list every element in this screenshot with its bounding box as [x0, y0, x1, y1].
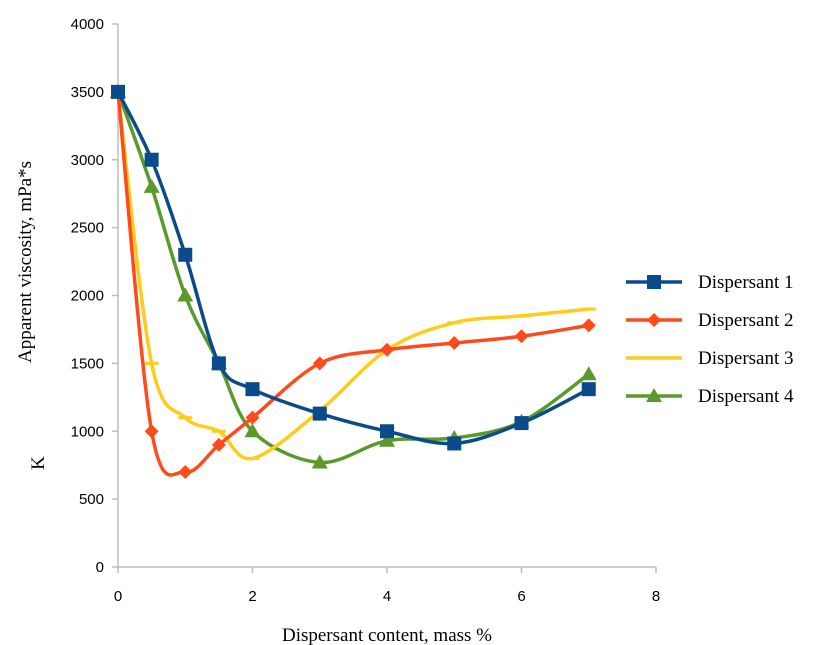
legend-marker [647, 313, 661, 327]
data-point-series-2 [144, 424, 159, 439]
data-point-series-4 [379, 432, 395, 447]
x-tick-label: 0 [114, 588, 122, 605]
y-tick-label: 500 [79, 491, 104, 508]
data-point-series-2 [514, 329, 529, 344]
x-axis-ticks: 0 2 4 6 8 [114, 567, 660, 605]
x-tick-label: 2 [248, 588, 256, 605]
data-point-series-1 [111, 84, 125, 99]
series-1 [111, 84, 596, 451]
legend-label: Dispersant 1 [698, 272, 794, 293]
y-axis-title-extra: K [28, 456, 49, 470]
data-point-series-2 [447, 336, 462, 351]
y-tick-label: 4000 [71, 16, 104, 33]
data-point-series-1 [178, 247, 193, 262]
data-point-series-2 [211, 437, 226, 452]
data-point-series-2 [380, 342, 394, 357]
data-point-series-4 [311, 454, 328, 469]
x-tick-label: 6 [517, 588, 525, 605]
y-tick-label: 1500 [71, 355, 104, 372]
series-line-4 [116, 90, 591, 465]
data-point-series-2 [245, 410, 260, 425]
legend-item-1: Dispersant 1 [626, 272, 794, 293]
series-4 [110, 83, 597, 469]
y-axis-ticks: 0 500 1000 1500 2000 2500 3000 3500 4000 [71, 16, 118, 576]
series-line-1 [116, 90, 591, 446]
x-tick-label: 4 [383, 588, 391, 605]
y-tick-label: 1000 [71, 423, 104, 440]
data-point-series-4 [177, 287, 194, 302]
series-line-3 [116, 90, 591, 461]
data-point-series-4 [580, 366, 597, 381]
data-point-series-1 [581, 382, 596, 397]
data-point-series-2 [312, 356, 327, 371]
data-point-series-1 [380, 424, 394, 439]
legend-marker [646, 388, 662, 402]
y-tick-label: 3000 [71, 152, 104, 169]
series-3 [111, 90, 596, 461]
data-point-series-2 [178, 464, 193, 479]
legend-item-3: Dispersant 3 [626, 348, 794, 369]
data-point-series-2 [581, 318, 596, 333]
data-point-series-1 [312, 406, 327, 421]
data-point-series-1 [211, 356, 226, 371]
legend-label: Dispersant 4 [698, 386, 794, 407]
legend-item-2: Dispersant 2 [626, 310, 794, 331]
data-point-series-1 [514, 416, 529, 431]
data-point-series-4 [143, 178, 160, 193]
x-tick-label: 8 [652, 588, 660, 605]
legend: Dispersant 1 Dispersant 2 Dispersant 3 Disp… [626, 272, 794, 407]
data-point-series-1 [245, 382, 260, 397]
legend-label: Dispersant 2 [698, 310, 794, 331]
y-tick-label: 0 [96, 559, 104, 576]
data-point-series-1 [144, 152, 159, 167]
legend-item-4: Dispersant 4 [626, 386, 794, 407]
x-axis-title: Dispersant content, mass % [282, 625, 492, 645]
series-2 [111, 84, 596, 479]
data-point-series-4 [244, 423, 261, 438]
y-tick-label: 2000 [71, 288, 104, 305]
data-point-series-1 [447, 436, 462, 451]
legend-label: Dispersant 3 [698, 348, 794, 369]
legend-marker [647, 275, 661, 289]
y-tick-label: 2500 [71, 220, 104, 237]
y-tick-label: 3500 [71, 84, 104, 101]
series-layer [110, 83, 597, 479]
y-axis-title: Apparent viscosity, mPa*s [15, 161, 36, 363]
